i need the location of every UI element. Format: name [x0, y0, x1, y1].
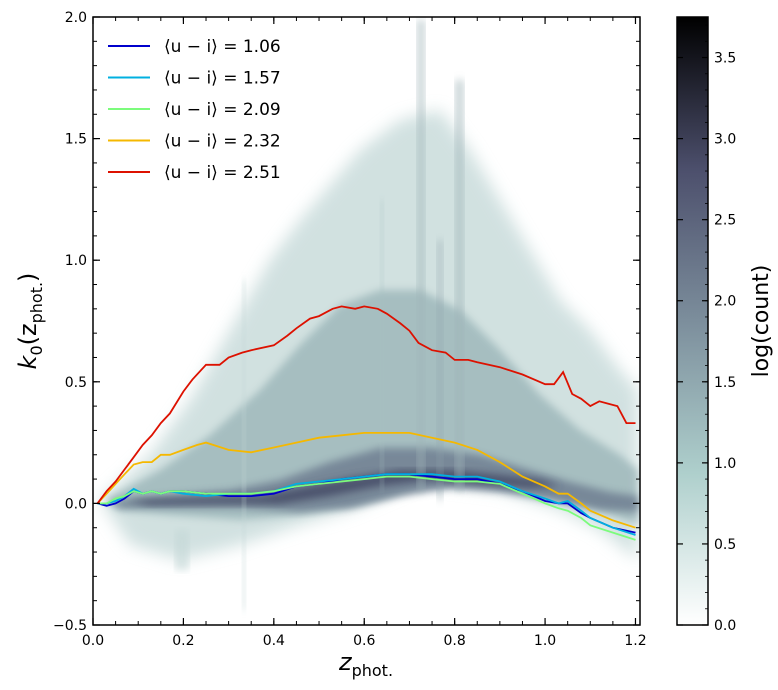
series-layer	[96, 305, 636, 541]
y-axis-label-mid: (z	[14, 323, 42, 345]
y-axis-label-post: )	[14, 273, 42, 282]
colorbar-tick-label: 0.0	[714, 618, 736, 634]
x-tick-label: 1.0	[534, 633, 556, 649]
legend-label: ⟨u − i⟩ = 2.09	[164, 100, 281, 120]
x-tick-label: 0.0	[82, 633, 104, 649]
y-axis-label-pre: k	[14, 354, 42, 369]
colorbar-tick-label: 1.5	[714, 375, 736, 391]
x-tick-label: 0.6	[353, 633, 375, 649]
y-tick-label: 1.5	[65, 132, 87, 148]
colorbar-tick-label: 2.0	[714, 294, 736, 310]
series-line-3	[96, 432, 636, 529]
y-tick-label: 0.5	[65, 375, 87, 391]
colorbar-label: log(count)	[749, 265, 774, 378]
plot-frame	[92, 16, 641, 626]
y-tick-label: 2.0	[65, 10, 87, 26]
series-line-4	[96, 305, 636, 504]
colorbar-tick-label: 3.5	[714, 51, 736, 67]
x-tick-label: 0.2	[172, 633, 194, 649]
y-tick-label: −0.5	[53, 618, 87, 634]
x-tick-label: 0.4	[263, 633, 285, 649]
x-tick-label: 0.8	[444, 633, 466, 649]
colorbar-tick-label: 2.5	[714, 213, 736, 229]
legend-label: ⟨u − i⟩ = 2.32	[164, 132, 281, 152]
y-tick-label: 0.0	[65, 496, 87, 512]
x-axis-label-sub: phot.	[352, 661, 393, 680]
y-axis-label-sub0: 0	[27, 345, 46, 355]
y-axis: −0.5 0.0 0.5 1.0 1.5 2.0	[53, 10, 640, 634]
legend-label: ⟨u − i⟩ = 1.57	[164, 69, 281, 89]
colorbar-axis: 0.0 0.5 1.0 1.5 2.0 2.5 3.0 3.5	[677, 24, 736, 634]
series-line-2	[97, 475, 636, 541]
y-tick-label: 1.0	[65, 253, 87, 269]
legend: ⟨u − i⟩ = 1.06 ⟨u − i⟩ = 1.57 ⟨u − i⟩ = 2.…	[108, 37, 281, 183]
y-axis-label-sub: phot.	[27, 282, 46, 323]
legend-label: ⟨u − i⟩ = 1.06	[164, 37, 281, 57]
colorbar-tick-label: 3.0	[714, 132, 736, 148]
legend-label: ⟨u − i⟩ = 2.51	[164, 163, 281, 183]
x-axis-label: zphot.	[338, 648, 393, 680]
y-axis-label: k0(zphot.)	[14, 273, 46, 370]
colorbar	[676, 16, 709, 626]
x-axis-label-main: z	[338, 648, 353, 676]
x-tick-label: 1.2	[624, 633, 646, 649]
colorbar-tick-label: 0.5	[714, 537, 736, 553]
colorbar-tick-label: 1.0	[714, 456, 736, 472]
x-axis: 0.0 0.2 0.4 0.6 0.8 1.0 1.2	[82, 17, 647, 649]
